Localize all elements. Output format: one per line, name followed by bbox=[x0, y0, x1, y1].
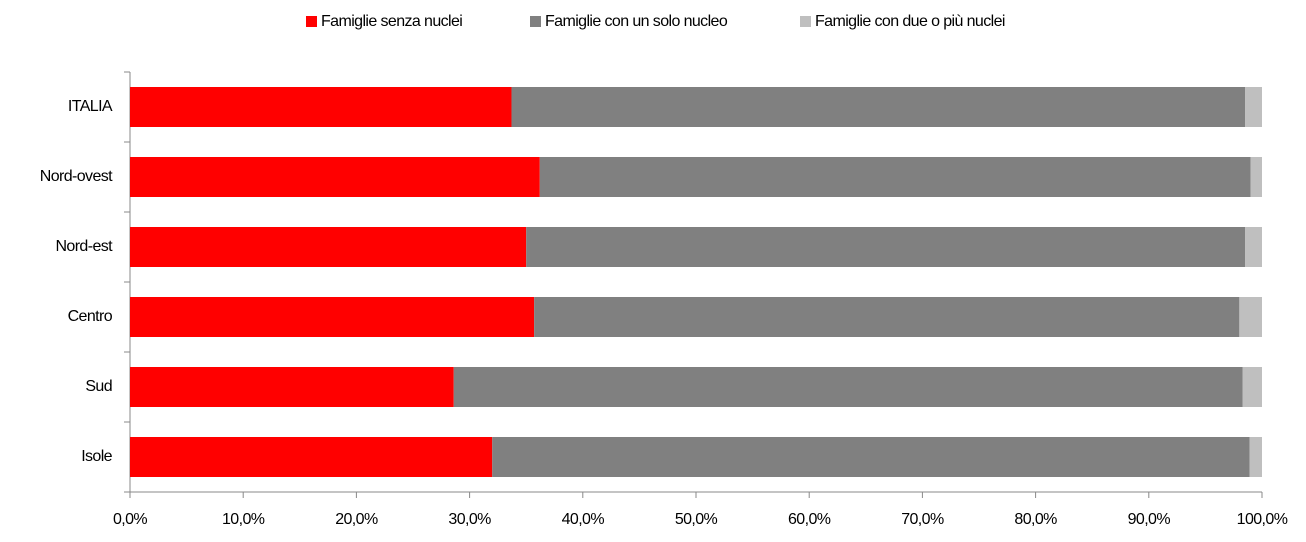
x-tick-label: 80,0% bbox=[1014, 511, 1057, 528]
y-tick-label: Isole bbox=[81, 448, 112, 465]
x-tick-label: 60,0% bbox=[788, 511, 831, 528]
bar-segment bbox=[511, 87, 1246, 127]
y-tick-label: Nord-ovest bbox=[40, 168, 113, 185]
bar-segment bbox=[1239, 297, 1262, 337]
legend-label: Famiglie con un solo nucleo bbox=[545, 13, 728, 30]
bar-segment bbox=[130, 367, 454, 407]
bar-segment bbox=[130, 157, 540, 197]
x-tick-label: 20,0% bbox=[335, 511, 378, 528]
legend-label: Famiglie con due o più nuclei bbox=[815, 13, 1005, 30]
x-tick-label: 0,0% bbox=[113, 511, 147, 528]
bar-segment bbox=[453, 367, 1243, 407]
bar-segment bbox=[130, 227, 527, 267]
y-tick-label: ITALIA bbox=[68, 98, 113, 115]
x-tick-label: 10,0% bbox=[222, 511, 265, 528]
x-tick-label: 90,0% bbox=[1128, 511, 1171, 528]
bar-segment bbox=[492, 437, 1250, 477]
bar-segment bbox=[130, 297, 535, 337]
legend-label: Famiglie senza nuclei bbox=[321, 13, 462, 30]
bar-segment bbox=[1242, 367, 1262, 407]
bar-segment bbox=[1245, 87, 1262, 127]
x-tick-label: 30,0% bbox=[448, 511, 491, 528]
y-tick-label: Nord-est bbox=[55, 238, 113, 255]
x-tick-label: 70,0% bbox=[901, 511, 944, 528]
bar-segment bbox=[534, 297, 1240, 337]
bar-segment bbox=[130, 437, 493, 477]
y-tick-label: Sud bbox=[85, 378, 112, 395]
legend-swatch bbox=[530, 16, 541, 27]
legend-swatch bbox=[800, 16, 811, 27]
bar-segment bbox=[1245, 227, 1262, 267]
legend-swatch bbox=[306, 16, 317, 27]
bar-segment bbox=[1250, 157, 1262, 197]
bar-segment bbox=[1249, 437, 1262, 477]
y-tick-label: Centro bbox=[68, 308, 113, 325]
bar-segment bbox=[539, 157, 1251, 197]
x-tick-label: 50,0% bbox=[675, 511, 718, 528]
x-tick-label: 100,0% bbox=[1237, 511, 1288, 528]
bar-segment bbox=[130, 87, 512, 127]
x-tick-label: 40,0% bbox=[562, 511, 605, 528]
bar-segment bbox=[526, 227, 1246, 267]
